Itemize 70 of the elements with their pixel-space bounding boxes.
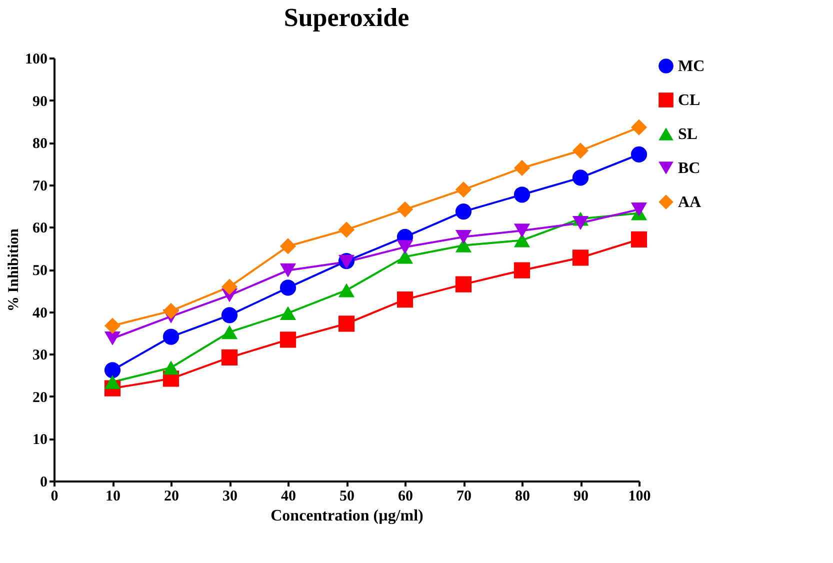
- y-axis-title: % Inhibition: [6, 228, 22, 312]
- x-axis-title: Concentration (µg/ml): [270, 508, 424, 524]
- y-tick-label: 30: [32, 348, 48, 364]
- point: [396, 240, 414, 254]
- point: [280, 280, 296, 296]
- x-tick-label: 30: [222, 488, 238, 504]
- point: [514, 186, 530, 203]
- y-tick-label: 40: [32, 305, 48, 322]
- point: [338, 222, 355, 238]
- point: [162, 302, 180, 320]
- x-tick-label: 70: [456, 488, 472, 504]
- point: [572, 170, 589, 186]
- point: [104, 318, 121, 334]
- x-tick-label: 50: [340, 488, 354, 504]
- legend-label: AA: [678, 194, 702, 211]
- point: [630, 119, 648, 136]
- point: [514, 160, 530, 176]
- point: [221, 349, 238, 366]
- point: [104, 331, 121, 346]
- x-tick-label: 60: [398, 488, 413, 504]
- legend-label: SL: [678, 126, 698, 143]
- x-tick-label: 0: [50, 488, 58, 504]
- point: [572, 142, 589, 159]
- point: [630, 231, 648, 248]
- point: [514, 262, 530, 278]
- y-tick-label: 80: [32, 136, 48, 152]
- point: [455, 276, 472, 292]
- point: [630, 202, 648, 216]
- point: [280, 263, 296, 278]
- point: [338, 283, 355, 298]
- y-tick-label: 100: [25, 52, 48, 68]
- point: [221, 307, 238, 324]
- point: [455, 181, 472, 198]
- point: [572, 216, 589, 230]
- point: [572, 250, 589, 266]
- point: [514, 224, 530, 238]
- point: [514, 233, 530, 248]
- point: [396, 201, 414, 218]
- x-tick-label: 40: [281, 488, 296, 504]
- y-tick-label: 50: [32, 263, 48, 279]
- chart-title: Superoxide: [284, 3, 410, 32]
- point: [104, 362, 121, 378]
- y-tick-label: 0: [40, 474, 48, 490]
- y-tick-label: 10: [32, 432, 48, 448]
- x-tick-label: 100: [628, 488, 651, 504]
- y-tick-label: 70: [32, 178, 48, 194]
- point: [338, 316, 355, 332]
- y-tick-label: 20: [32, 390, 48, 406]
- legend-label: BC: [678, 160, 700, 177]
- y-tick-label: 90: [32, 94, 48, 110]
- point: [162, 360, 180, 375]
- point: [280, 332, 296, 348]
- x-tick-label: 90: [574, 488, 588, 504]
- point: [280, 238, 296, 254]
- point: [162, 328, 180, 345]
- point: [280, 306, 296, 320]
- point: [630, 146, 648, 162]
- legend-label: CL: [678, 92, 700, 109]
- y-tick-label: 60: [32, 220, 48, 237]
- x-tick-label: 20: [164, 488, 179, 504]
- point: [455, 204, 472, 220]
- x-tick-label: 80: [515, 488, 530, 504]
- point: [221, 325, 238, 340]
- legend-label: MC: [678, 58, 705, 75]
- x-tick-label: 10: [106, 488, 120, 504]
- point: [221, 278, 238, 295]
- point: [396, 250, 414, 264]
- point: [396, 291, 414, 308]
- point: [455, 230, 472, 244]
- point: [104, 375, 121, 389]
